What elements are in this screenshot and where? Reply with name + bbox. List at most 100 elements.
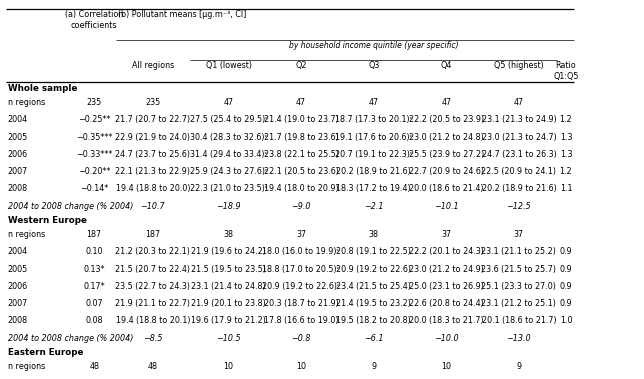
Text: 25.5 (23.9 to 27.2): 25.5 (23.9 to 27.2): [409, 150, 484, 159]
Text: 1.2: 1.2: [560, 167, 573, 176]
Text: 48: 48: [148, 362, 158, 371]
Text: 27.5 (25.4 to 29.5)ᶜ: 27.5 (25.4 to 29.5)ᶜ: [189, 115, 268, 124]
Text: 1.0: 1.0: [560, 316, 572, 325]
Text: 37: 37: [441, 230, 451, 239]
Text: 23.1 (21.1 to 25.2): 23.1 (21.1 to 25.2): [482, 247, 556, 256]
Text: 23.8 (22.1 to 25.5): 23.8 (22.1 to 25.5): [263, 150, 339, 159]
Text: 2004: 2004: [8, 247, 28, 256]
Text: 21.4 (19.0 to 23.7): 21.4 (19.0 to 23.7): [264, 115, 339, 124]
Text: −0.8: −0.8: [292, 334, 311, 343]
Text: 2008: 2008: [8, 316, 28, 325]
Text: −13.0: −13.0: [507, 334, 531, 343]
Text: −12.5: −12.5: [507, 202, 531, 211]
Text: 37: 37: [514, 230, 524, 239]
Text: 2005: 2005: [8, 133, 28, 142]
Text: n regions: n regions: [8, 230, 45, 239]
Text: 2006: 2006: [8, 150, 28, 159]
Text: 2004: 2004: [8, 115, 28, 124]
Text: 47: 47: [368, 98, 379, 107]
Text: −0.25**: −0.25**: [78, 115, 110, 124]
Text: −9.0: −9.0: [292, 202, 311, 211]
Text: 23.0 (21.2 to 24.8): 23.0 (21.2 to 24.8): [409, 133, 484, 142]
Text: 18.0 (16.0 to 19.9)ᶜ: 18.0 (16.0 to 19.9)ᶜ: [263, 247, 340, 256]
Text: −2.1: −2.1: [364, 202, 383, 211]
Text: n regions: n regions: [8, 98, 45, 107]
Text: 0.08: 0.08: [86, 316, 103, 325]
Text: 23.5 (22.7 to 24.3): 23.5 (22.7 to 24.3): [115, 282, 191, 291]
Text: 9: 9: [516, 362, 522, 371]
Text: 2008: 2008: [8, 185, 28, 194]
Text: 0.07: 0.07: [86, 299, 103, 308]
Text: 19.1 (17.6 to 20.6)ᶜ: 19.1 (17.6 to 20.6)ᶜ: [335, 133, 413, 142]
Text: 47: 47: [296, 98, 307, 107]
Text: 22.1 (20.5 to 23.6): 22.1 (20.5 to 23.6): [264, 167, 339, 176]
Text: 1.3: 1.3: [560, 133, 572, 142]
Text: 21.9 (20.1 to 23.8): 21.9 (20.1 to 23.8): [191, 299, 266, 308]
Text: n regions: n regions: [8, 362, 45, 371]
Text: −18.9: −18.9: [216, 202, 241, 211]
Text: 20.3 (18.7 to 21.9): 20.3 (18.7 to 21.9): [264, 299, 339, 308]
Text: 0.17*: 0.17*: [83, 282, 105, 291]
Text: 9: 9: [371, 362, 376, 371]
Text: 23.0 (21.3 to 24.7): 23.0 (21.3 to 24.7): [482, 133, 556, 142]
Text: 1.2: 1.2: [560, 115, 573, 124]
Text: 20.9 (19.2 to 22.6)ᶜ: 20.9 (19.2 to 22.6)ᶜ: [262, 282, 340, 291]
Text: 187: 187: [86, 230, 102, 239]
Text: 2004 to 2008 change (% 2004): 2004 to 2008 change (% 2004): [8, 334, 133, 343]
Text: 21.7 (19.8 to 23.6): 21.7 (19.8 to 23.6): [264, 133, 339, 142]
Text: 21.5 (20.7 to 22.4): 21.5 (20.7 to 22.4): [115, 265, 191, 274]
Text: 21.9 (19.6 to 24.2): 21.9 (19.6 to 24.2): [191, 247, 266, 256]
Text: 47: 47: [223, 98, 234, 107]
Text: −10.0: −10.0: [434, 334, 459, 343]
Text: −8.5: −8.5: [143, 334, 162, 343]
Text: 2005: 2005: [8, 265, 28, 274]
Text: 0.13*: 0.13*: [84, 265, 105, 274]
Text: 18.3 (17.2 to 19.4): 18.3 (17.2 to 19.4): [336, 185, 411, 194]
Text: 20.2 (18.9 to 21.6): 20.2 (18.9 to 21.6): [336, 167, 411, 176]
Text: 38: 38: [223, 230, 234, 239]
Text: −6.1: −6.1: [364, 334, 383, 343]
Text: 22.9 (21.9 to 24.0): 22.9 (21.9 to 24.0): [115, 133, 191, 142]
Text: Eastern Europe: Eastern Europe: [8, 348, 83, 357]
Text: 38: 38: [369, 230, 379, 239]
Text: −0.14*: −0.14*: [80, 185, 108, 194]
Text: 31.4 (29.4 to 33.4)ᶜ: 31.4 (29.4 to 33.4)ᶜ: [190, 150, 267, 159]
Text: 47: 47: [514, 98, 524, 107]
Text: 20.0 (18.6 to 21.4): 20.0 (18.6 to 21.4): [409, 185, 484, 194]
Text: 25.0 (23.1 to 26.9): 25.0 (23.1 to 26.9): [409, 282, 484, 291]
Text: 10: 10: [441, 362, 451, 371]
Text: 48: 48: [89, 362, 99, 371]
Text: 17.8 (16.6 to 19.0): 17.8 (16.6 to 19.0): [264, 316, 339, 325]
Text: 2006: 2006: [8, 282, 28, 291]
Text: 2004 to 2008 change (% 2004): 2004 to 2008 change (% 2004): [8, 202, 133, 211]
Text: 22.5 (20.9 to 24.1): 22.5 (20.9 to 24.1): [482, 167, 556, 176]
Text: 0.10: 0.10: [86, 247, 103, 256]
Text: 0.9: 0.9: [560, 265, 573, 274]
Text: 0.9: 0.9: [560, 299, 573, 308]
Text: 37: 37: [296, 230, 307, 239]
Text: (b) Pollutant means [μg.m⁻³, CI]: (b) Pollutant means [μg.m⁻³, CI]: [118, 10, 247, 19]
Text: 19.5 (18.2 to 20.8): 19.5 (18.2 to 20.8): [336, 316, 411, 325]
Text: 19.6 (17.9 to 21.2): 19.6 (17.9 to 21.2): [191, 316, 266, 325]
Text: Q3: Q3: [368, 61, 379, 70]
Text: Q4: Q4: [440, 61, 452, 70]
Text: 23.1 (21.4 to 24.8): 23.1 (21.4 to 24.8): [191, 282, 266, 291]
Text: 2007: 2007: [8, 167, 28, 176]
Text: 235: 235: [146, 98, 160, 107]
Text: 22.7 (20.9 to 24.6): 22.7 (20.9 to 24.6): [409, 167, 484, 176]
Text: 18.7 (17.3 to 20.1)ᶜ: 18.7 (17.3 to 20.1)ᶜ: [335, 115, 413, 124]
Text: by household income quintile (year specific): by household income quintile (year speci…: [289, 41, 459, 50]
Text: −10.1: −10.1: [434, 202, 459, 211]
Text: 23.6 (21.5 to 25.7): 23.6 (21.5 to 25.7): [482, 265, 556, 274]
Text: 19.4 (18.0 to 20.9): 19.4 (18.0 to 20.9): [264, 185, 339, 194]
Text: −0.35***: −0.35***: [76, 133, 112, 142]
Text: 2007: 2007: [8, 299, 28, 308]
Text: 24.7 (23.1 to 26.3): 24.7 (23.1 to 26.3): [482, 150, 556, 159]
Text: 1.3: 1.3: [560, 150, 572, 159]
Text: 21.4 (19.5 to 23.2): 21.4 (19.5 to 23.2): [336, 299, 411, 308]
Text: −0.20**: −0.20**: [78, 167, 110, 176]
Text: 10: 10: [296, 362, 306, 371]
Text: 20.0 (18.3 to 21.7): 20.0 (18.3 to 21.7): [409, 316, 484, 325]
Text: 21.7 (20.7 to 22.7): 21.7 (20.7 to 22.7): [115, 115, 191, 124]
Text: 23.1 (21.3 to 24.9): 23.1 (21.3 to 24.9): [482, 115, 556, 124]
